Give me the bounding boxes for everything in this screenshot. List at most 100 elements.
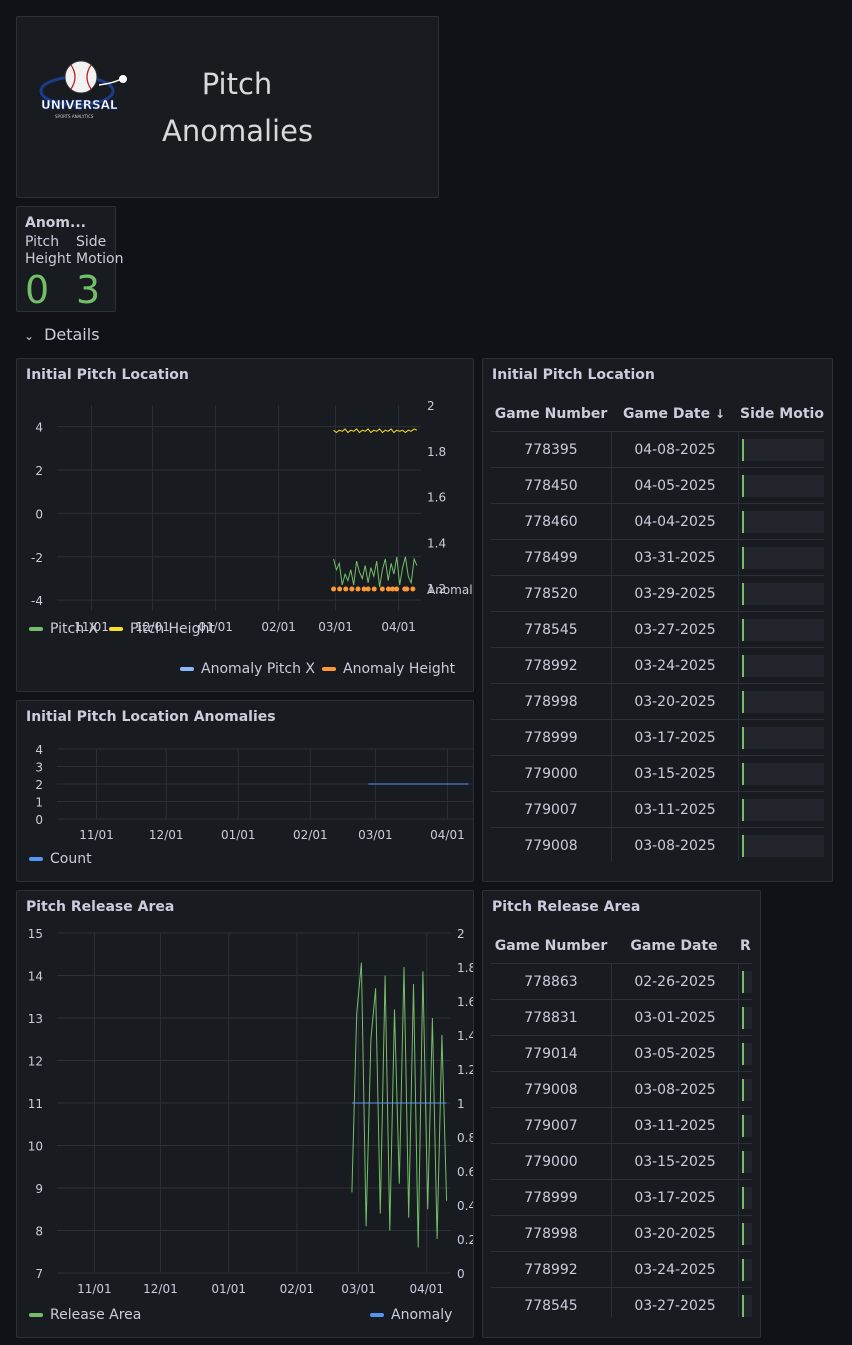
col-game-number[interactable]: Game Number bbox=[494, 938, 608, 954]
cell-game-date: 03-17-2025 bbox=[611, 720, 738, 755]
y2-tick-label: 1.6 bbox=[457, 995, 473, 1009]
legend-pitch-x[interactable]: Pitch X bbox=[29, 621, 98, 637]
cell-gauge bbox=[738, 1180, 752, 1215]
anomaly-point bbox=[385, 586, 391, 592]
sort-desc-icon: ↓ bbox=[714, 407, 726, 421]
table-row[interactable]: 778998 03-20-2025 bbox=[491, 683, 824, 719]
chart-area: 4 3 2 1 0 11/01 12/01 01/01 02/01 03/01 04/01 bbox=[35, 743, 473, 842]
header-panel: UNIVERSAL SPORTS ANALYTICS Pitch Anomali… bbox=[16, 16, 439, 198]
anomaly-point bbox=[343, 586, 349, 592]
gauge-bar bbox=[742, 834, 824, 857]
x-tick-label: 02/01 bbox=[293, 828, 328, 842]
gauge-bar bbox=[742, 1258, 752, 1281]
anomaly-stat-panel: Anom... Pitch Height 0 Side Motion 3 bbox=[16, 206, 123, 312]
cell-game-date: 03-27-2025 bbox=[611, 1288, 738, 1317]
table-row[interactable]: 778545 03-27-2025 bbox=[491, 1287, 752, 1317]
cell-gauge bbox=[738, 1036, 752, 1071]
cell-game-date: 03-20-2025 bbox=[611, 684, 738, 719]
cell-game-date: 03-11-2025 bbox=[611, 1108, 738, 1143]
legend-count[interactable]: Count bbox=[29, 851, 92, 867]
col-game-date[interactable]: Game Date ↓ bbox=[622, 406, 726, 422]
cell-gauge bbox=[738, 576, 824, 611]
cell-game-date: 03-08-2025 bbox=[611, 1072, 738, 1107]
y-tick-label: 2 bbox=[35, 464, 43, 478]
cell-game-date: 03-29-2025 bbox=[611, 576, 738, 611]
anomaly-point bbox=[394, 586, 400, 592]
table-row[interactable]: 779014 03-05-2025 bbox=[491, 1035, 752, 1071]
table-row[interactable]: 779007 03-11-2025 bbox=[491, 1107, 752, 1143]
panel-title: Initial Pitch Location bbox=[492, 367, 655, 383]
col-release[interactable]: R bbox=[740, 938, 751, 954]
col-side-motion[interactable]: Side Motio bbox=[740, 406, 824, 422]
y2-tick-label: 0.4 bbox=[457, 1199, 473, 1213]
table-row[interactable]: 778450 04-05-2025 bbox=[491, 467, 824, 503]
stat-pitch-height: Pitch Height 0 bbox=[25, 234, 72, 312]
gauge-bar bbox=[742, 1186, 752, 1209]
cell-game-date: 03-31-2025 bbox=[611, 540, 738, 575]
cell-game-number: 779007 bbox=[524, 801, 578, 818]
y-tick-label: 9 bbox=[35, 1182, 43, 1196]
x-tick-label: 11/01 bbox=[77, 1282, 112, 1296]
table-row[interactable]: 779000 03-15-2025 bbox=[491, 1143, 752, 1179]
table-row[interactable]: 778999 03-17-2025 bbox=[491, 719, 824, 755]
cell-game-number: 778499 bbox=[524, 549, 578, 566]
gauge-bar bbox=[742, 1006, 752, 1029]
table-row[interactable]: 778460 04-04-2025 bbox=[491, 503, 824, 539]
table-row[interactable]: 778992 03-24-2025 bbox=[491, 647, 824, 683]
y-tick-label: -4 bbox=[31, 594, 43, 608]
table-row[interactable]: 778863 02-26-2025 bbox=[491, 963, 752, 999]
cell-gauge bbox=[738, 792, 824, 827]
cell-game-number: 778520 bbox=[524, 585, 578, 602]
cell-game-number: 778450 bbox=[524, 477, 578, 494]
legend-anomaly-height[interactable]: Anomaly Height bbox=[322, 661, 455, 677]
y-tick-label: 13 bbox=[28, 1012, 43, 1026]
table-row[interactable]: 778992 03-24-2025 bbox=[491, 1251, 752, 1287]
cell-gauge bbox=[738, 1144, 752, 1179]
y2-tick-label: Anomaly bbox=[427, 583, 473, 597]
table-row[interactable]: 779008 03-08-2025 bbox=[491, 827, 824, 861]
gauge-bar bbox=[742, 1222, 752, 1245]
table-row[interactable]: 779008 03-08-2025 bbox=[491, 1071, 752, 1107]
series-line-pitch-x bbox=[333, 556, 418, 588]
panel-title: Pitch Release Area bbox=[492, 899, 641, 915]
table-row[interactable]: 779000 03-15-2025 bbox=[491, 755, 824, 791]
cell-gauge bbox=[738, 432, 824, 467]
table-row[interactable]: 778999 03-17-2025 bbox=[491, 1179, 752, 1215]
svg-text:UNIVERSAL: UNIVERSAL bbox=[41, 98, 118, 112]
anomaly-point bbox=[410, 586, 416, 592]
cell-gauge bbox=[738, 964, 752, 999]
cell-gauge bbox=[738, 612, 824, 647]
gauge-bar bbox=[742, 546, 824, 569]
col-game-number[interactable]: Game Number bbox=[494, 406, 608, 422]
gauge-bar bbox=[742, 762, 824, 785]
table-row[interactable]: 778831 03-01-2025 bbox=[491, 999, 752, 1035]
legend-anomaly[interactable]: Anomaly bbox=[370, 1307, 452, 1323]
x-tick-label: 12/01 bbox=[135, 620, 170, 634]
anomaly-point bbox=[355, 586, 361, 592]
col-game-date[interactable]: Game Date bbox=[630, 938, 718, 954]
initial-pitch-location-chart: Initial Pitch Location 4 2 0 -2 -4 11/01 12/01… bbox=[16, 358, 474, 692]
y-tick-label: 14 bbox=[28, 970, 43, 984]
details-row-toggle[interactable]: ⌄ Details bbox=[24, 325, 100, 344]
table-row[interactable]: 778395 04-08-2025 bbox=[491, 431, 824, 467]
table-row[interactable]: 778998 03-20-2025 bbox=[491, 1215, 752, 1251]
table-row[interactable]: 778545 03-27-2025 bbox=[491, 611, 824, 647]
cell-game-date: 03-27-2025 bbox=[611, 612, 738, 647]
legend-anomaly-pitch-x[interactable]: Anomaly Pitch X bbox=[180, 661, 315, 677]
y-tick-label: 3 bbox=[35, 761, 43, 775]
legend-release-area[interactable]: Release Area bbox=[29, 1307, 141, 1323]
cell-gauge bbox=[738, 1252, 752, 1287]
table-row[interactable]: 778499 03-31-2025 bbox=[491, 539, 824, 575]
x-tick-label: 04/01 bbox=[409, 1282, 444, 1296]
anomaly-point bbox=[404, 586, 410, 592]
legend-pitch-height[interactable]: Pitch Height bbox=[109, 621, 215, 637]
table-row[interactable]: 779007 03-11-2025 bbox=[491, 791, 824, 827]
cell-game-date: 03-15-2025 bbox=[611, 756, 738, 791]
cell-game-number: 778992 bbox=[524, 657, 578, 674]
stat-side-motion: Side Motion 3 bbox=[76, 234, 124, 312]
table-row[interactable]: 778520 03-29-2025 bbox=[491, 575, 824, 611]
x-tick-label: 11/01 bbox=[79, 828, 114, 842]
initial-pitch-location-table: Initial Pitch Location Game Number Game … bbox=[482, 358, 833, 882]
anomaly-point bbox=[365, 586, 371, 592]
table: Game Number Game Date ↓ Side Motio 77839… bbox=[491, 397, 824, 861]
